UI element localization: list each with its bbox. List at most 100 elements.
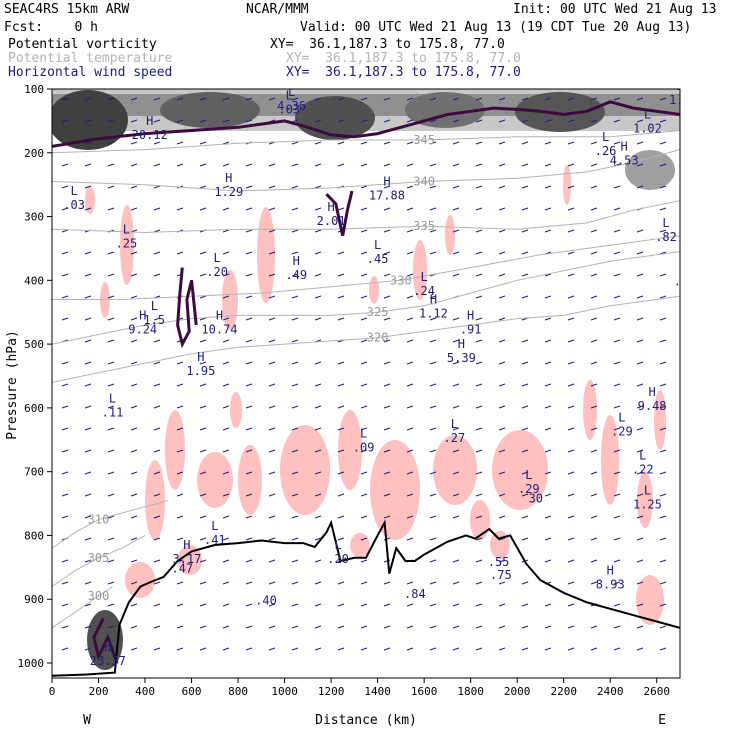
wind-arrow bbox=[61, 97, 69, 101]
wind-arrow bbox=[590, 229, 598, 233]
wind-arrow bbox=[406, 119, 414, 123]
wind-arrow bbox=[314, 163, 322, 167]
wind-arrow bbox=[636, 339, 644, 343]
extremum-value: .22 bbox=[632, 463, 654, 477]
wind-arrow bbox=[222, 559, 230, 563]
wind-arrow bbox=[107, 427, 115, 431]
wind-arrow bbox=[429, 185, 437, 189]
wind-arrow bbox=[268, 647, 276, 651]
wind-arrow bbox=[406, 185, 414, 189]
theta-label: 330 bbox=[390, 273, 412, 287]
wind-arrow bbox=[107, 273, 115, 277]
wind-arrow bbox=[130, 163, 138, 167]
wind-arrow bbox=[130, 185, 138, 189]
legend-label-pv: Potential vorticity bbox=[8, 37, 157, 52]
wind-arrow bbox=[199, 163, 207, 167]
wind-arrow bbox=[521, 581, 529, 585]
wind-arrow bbox=[337, 603, 345, 607]
wind-arrow bbox=[567, 449, 575, 453]
extremum-value: .27 bbox=[444, 431, 466, 445]
wind-arrow bbox=[475, 119, 483, 123]
wind-arrow bbox=[521, 471, 529, 475]
extremum-value: .45 bbox=[367, 252, 389, 266]
wind-arrow bbox=[268, 405, 276, 409]
extremum-value: 23.37 bbox=[90, 654, 126, 668]
wind-arrow bbox=[84, 405, 92, 409]
y-tick-label: 900 bbox=[24, 593, 44, 606]
wind-arrow bbox=[636, 559, 644, 563]
wind-arrow bbox=[406, 647, 414, 651]
wind-arrow bbox=[383, 405, 391, 409]
wind-arrow bbox=[153, 97, 161, 101]
y-tick-label: 100 bbox=[24, 83, 44, 96]
extremum-value: .55 bbox=[488, 555, 510, 569]
wind-arrow bbox=[567, 317, 575, 321]
wind-arrow bbox=[452, 647, 460, 651]
y-tick-label: 500 bbox=[24, 338, 44, 351]
wind-arrow bbox=[360, 317, 368, 321]
wind-arrow bbox=[383, 141, 391, 145]
wind-arrow bbox=[475, 603, 483, 607]
wind-arrow bbox=[84, 317, 92, 321]
wind-arrow bbox=[383, 229, 391, 233]
extremum-value: 17.88 bbox=[369, 188, 405, 202]
x-axis-label: Distance (km) bbox=[315, 713, 417, 728]
extremum-value: .20 bbox=[206, 265, 228, 279]
wind-arrow bbox=[245, 207, 253, 211]
extremum-letter: H bbox=[146, 114, 153, 128]
wind-arrow bbox=[590, 97, 598, 101]
wind-arrow bbox=[659, 427, 667, 431]
wind-arrow bbox=[360, 427, 368, 431]
potential-vorticity-lines bbox=[52, 100, 680, 664]
extremum-value: .03 bbox=[63, 198, 85, 212]
theta-contour bbox=[52, 149, 680, 192]
extremum-value: 5.39 bbox=[447, 351, 476, 365]
extremum-value: 1.29 bbox=[214, 185, 243, 199]
wind-arrow bbox=[636, 427, 644, 431]
wind-arrow bbox=[268, 383, 276, 387]
wind-arrow bbox=[613, 493, 621, 497]
wind-arrow bbox=[245, 603, 253, 607]
wind-arrow bbox=[429, 97, 437, 101]
extremum-letter: L bbox=[360, 426, 367, 440]
wind-arrow bbox=[61, 229, 69, 233]
wind-arrow bbox=[659, 537, 667, 541]
wind-arrow bbox=[222, 317, 230, 321]
wind-arrow bbox=[590, 141, 598, 145]
wind-arrow bbox=[176, 383, 184, 387]
wind-arrow bbox=[360, 405, 368, 409]
theta-label: 335 bbox=[413, 219, 435, 233]
wind-arrow bbox=[199, 383, 207, 387]
wind-arrow bbox=[383, 647, 391, 651]
wind-arrow bbox=[452, 515, 460, 519]
y-tick-label: 1000 bbox=[18, 657, 45, 670]
x-tick-label: 1200 bbox=[318, 685, 345, 698]
wind-arrow bbox=[521, 339, 529, 343]
wind-arrow bbox=[337, 515, 345, 519]
wind-arrow bbox=[245, 471, 253, 475]
wind-arrow bbox=[314, 295, 322, 299]
wind-arrow bbox=[130, 207, 138, 211]
wind-arrow bbox=[613, 405, 621, 409]
wind-arrow bbox=[636, 295, 644, 299]
extremum-letter: H bbox=[683, 347, 690, 361]
wind-arrow bbox=[107, 537, 115, 541]
wind-arrow bbox=[222, 537, 230, 541]
terrain-line bbox=[51, 519, 681, 677]
wind-arrow bbox=[521, 207, 529, 211]
extremum-letter: L bbox=[109, 391, 116, 405]
wind-arrow bbox=[613, 207, 621, 211]
wind-arrow bbox=[406, 141, 414, 145]
pv-line bbox=[52, 100, 680, 148]
x-tick-label: 1400 bbox=[364, 685, 391, 698]
wind-arrow bbox=[429, 141, 437, 145]
wind-arrow bbox=[613, 141, 621, 145]
wind-arrow bbox=[475, 273, 483, 277]
wind-arrow bbox=[268, 97, 276, 101]
wind-arrow bbox=[636, 97, 644, 101]
wind-arrow bbox=[268, 273, 276, 277]
wind-arrow bbox=[590, 207, 598, 211]
wind-arrow bbox=[291, 515, 299, 519]
wind-arrow bbox=[84, 603, 92, 607]
extremum-letter: H bbox=[383, 174, 390, 188]
